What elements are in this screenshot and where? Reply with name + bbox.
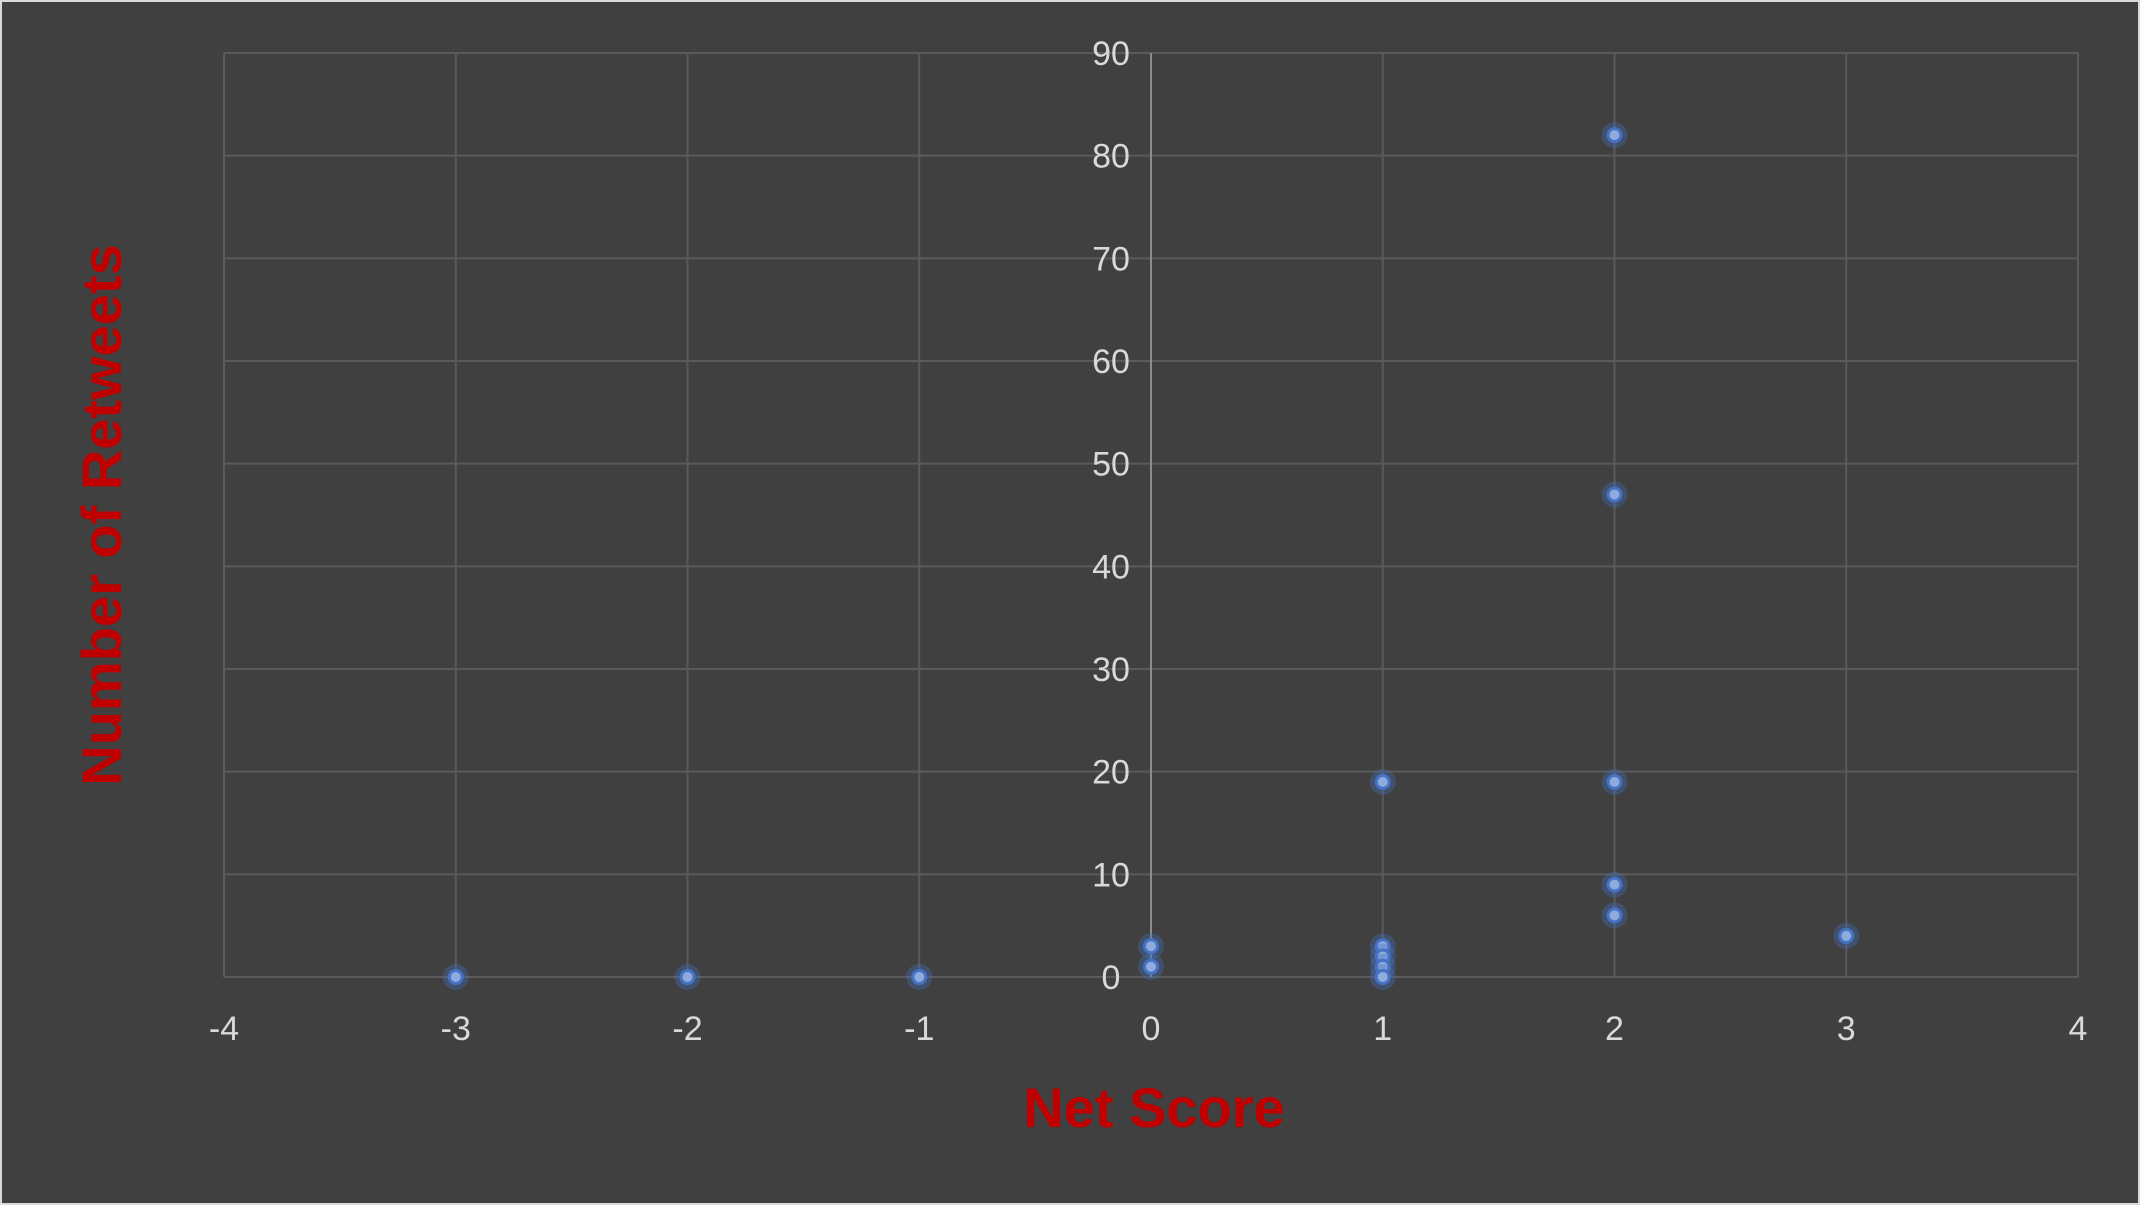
data-point bbox=[1606, 486, 1623, 503]
data-point bbox=[911, 969, 928, 985]
y-tick-label: 70 bbox=[1092, 240, 1130, 278]
y-tick-label: 10 bbox=[1092, 856, 1130, 894]
y-tick-label: 50 bbox=[1092, 446, 1130, 484]
x-tick-label: -2 bbox=[672, 1010, 702, 1048]
x-tick-label: 0 bbox=[1142, 1010, 1161, 1048]
x-tick-label: -3 bbox=[441, 1010, 471, 1048]
y-tick-label: 20 bbox=[1092, 754, 1130, 792]
data-point bbox=[447, 969, 464, 985]
data-point bbox=[1606, 127, 1623, 144]
x-tick-label: -1 bbox=[904, 1010, 934, 1048]
data-points bbox=[442, 122, 1860, 990]
data-point bbox=[679, 969, 696, 985]
data-point bbox=[1374, 969, 1391, 985]
x-tick-label: 4 bbox=[2069, 1010, 2088, 1048]
y-axis-title: Number of Retweets bbox=[70, 244, 133, 785]
data-point bbox=[1606, 876, 1623, 893]
x-tick-label: 3 bbox=[1837, 1010, 1856, 1048]
y-tick-label: 90 bbox=[1092, 35, 1130, 73]
x-axis-title: Net Score bbox=[1023, 1076, 1284, 1139]
x-tick-label: 1 bbox=[1373, 1010, 1392, 1048]
data-point bbox=[1838, 927, 1855, 944]
tick-labels: 0 10 20 30 40 50 60 70 80 90 -4 -3 -2 -1 0 1 2 3 4 bbox=[209, 35, 2088, 1048]
data-point bbox=[1606, 773, 1623, 790]
data-point bbox=[1606, 907, 1623, 924]
y-tick-label: 0 bbox=[1102, 959, 1121, 997]
y-tick-label: 30 bbox=[1092, 651, 1130, 689]
y-tick-label: 60 bbox=[1092, 343, 1130, 381]
y-tick-label: 40 bbox=[1092, 548, 1130, 586]
data-point bbox=[1143, 938, 1159, 955]
data-point bbox=[1374, 773, 1391, 790]
x-tick-label: 2 bbox=[1605, 1010, 1624, 1048]
x-tick-label: -4 bbox=[209, 1010, 239, 1048]
data-point bbox=[1143, 958, 1159, 975]
y-tick-label: 80 bbox=[1092, 138, 1130, 176]
